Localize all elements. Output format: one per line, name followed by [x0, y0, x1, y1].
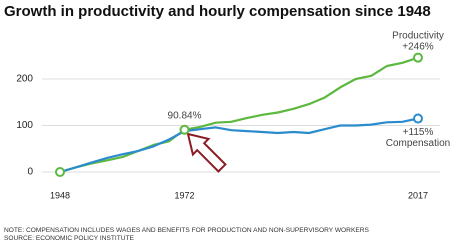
- note: NOTE: COMPENSATION INCLUDES WAGES AND BE…: [4, 227, 370, 234]
- point-marker: [55, 167, 65, 177]
- data-line: [59, 56, 419, 174]
- legend-label: Compensation: [386, 138, 450, 149]
- annotation: +246%: [402, 41, 434, 52]
- y-tick-label: 100: [16, 120, 33, 131]
- point-marker: [413, 52, 423, 63]
- point-marker: [179, 124, 190, 135]
- y-tick-label: 0: [27, 167, 33, 178]
- source: SOURCE: ECONOMIC POLICY INSTITUTE: [4, 235, 135, 242]
- arrow: [186, 132, 227, 173]
- point-marker: [413, 113, 423, 124]
- annotation: 90.84%: [168, 110, 202, 121]
- chart-title: Growth in productivity and hourly compen…: [4, 3, 431, 20]
- x-tick-label: 1972: [175, 190, 195, 200]
- y-tick-label: 200: [16, 74, 33, 85]
- data-line: [59, 117, 419, 174]
- x-tick-label: 2017: [408, 190, 428, 200]
- plot: [59, 56, 419, 174]
- legend-label: Productivity: [392, 30, 444, 41]
- annotation: +115%: [403, 127, 434, 138]
- x-tick-label: 1948: [50, 190, 70, 200]
- grid: [42, 78, 440, 173]
